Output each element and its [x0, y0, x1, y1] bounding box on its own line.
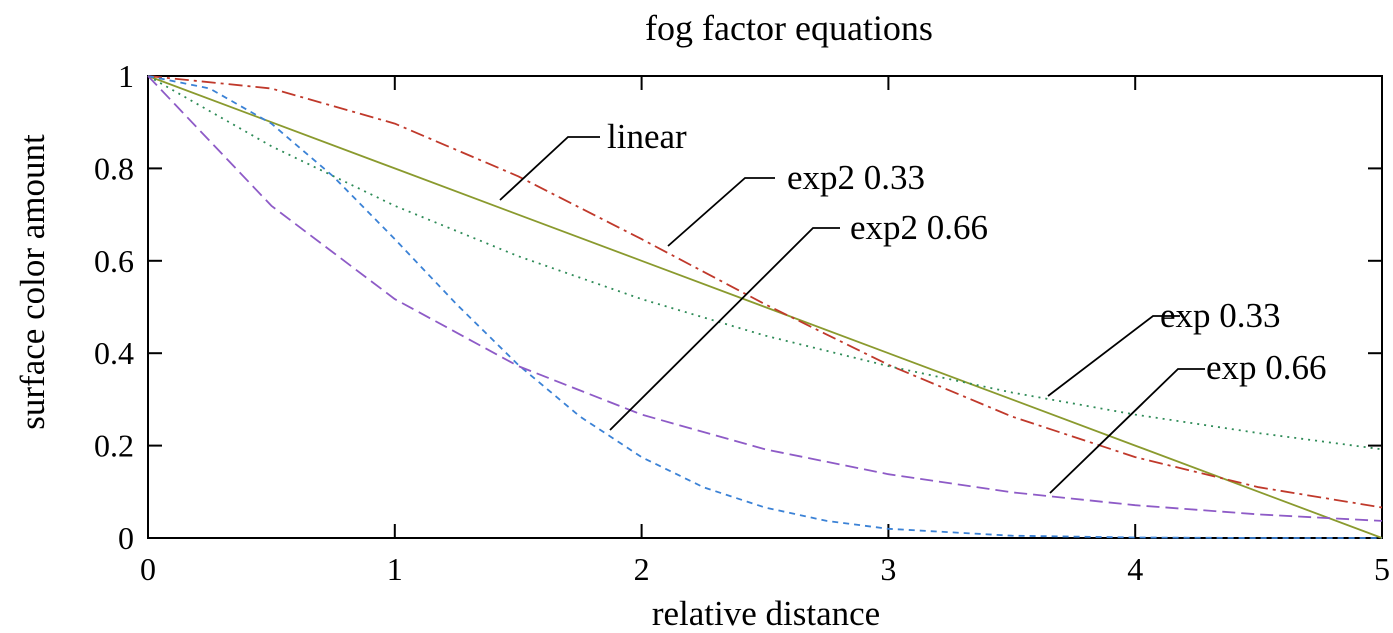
y-tick-label-0: 0	[118, 520, 134, 556]
x-tick-label-2: 2	[634, 551, 650, 587]
y-axis-title: surface color amount	[13, 134, 52, 430]
x-tick-label-1: 1	[387, 551, 403, 587]
leader-line-linear	[499, 136, 600, 201]
series-line-exp-0-66	[147, 75, 1383, 522]
x-tick-label-0: 0	[140, 551, 156, 587]
leader-line-exp2-0-66	[609, 227, 840, 431]
y-tick-label-2: 0.4	[94, 335, 134, 371]
series-label-exp2-0-33: exp2 0.33	[787, 158, 925, 197]
x-tick-label-5: 5	[1374, 551, 1390, 587]
y-tick-label-4: 0.8	[94, 150, 134, 186]
series-label-linear: linear	[607, 117, 687, 156]
leader-line-exp-0-66	[1049, 368, 1205, 494]
series-line-exp-0-33	[147, 75, 1383, 451]
series-labels: linear exp2 0.33 exp2 0.66 exp 0.33 exp 0.66	[499, 117, 1327, 494]
y-tick-label-1: 0.2	[94, 428, 134, 464]
x-axis-title: relative distance	[652, 594, 880, 633]
series-label-exp-0-33: exp 0.33	[1160, 296, 1281, 335]
series-line-exp2-0-66	[147, 75, 1382, 539]
series-label-exp2-0-66: exp2 0.66	[850, 208, 988, 247]
x-tick-label-4: 4	[1127, 551, 1143, 587]
series-label-exp-0-66: exp 0.66	[1206, 348, 1327, 387]
series-line-exp2-0-33	[147, 75, 1383, 509]
axes: 0 1 2 3 4 5 0 0.2 0.4 0.6 0.8 1	[94, 58, 1390, 587]
plot-frame	[147, 75, 1383, 539]
x-tick-label-3: 3	[880, 551, 896, 587]
y-tick-label-5: 1	[118, 58, 134, 94]
leader-line-exp-0-33	[1047, 315, 1180, 397]
series-line-linear	[147, 75, 1383, 539]
series-lines	[147, 75, 1383, 539]
y-tick-label-3: 0.6	[94, 243, 134, 279]
leader-line-exp2-0-33	[667, 177, 775, 247]
chart-title: fog factor equations	[645, 8, 933, 48]
